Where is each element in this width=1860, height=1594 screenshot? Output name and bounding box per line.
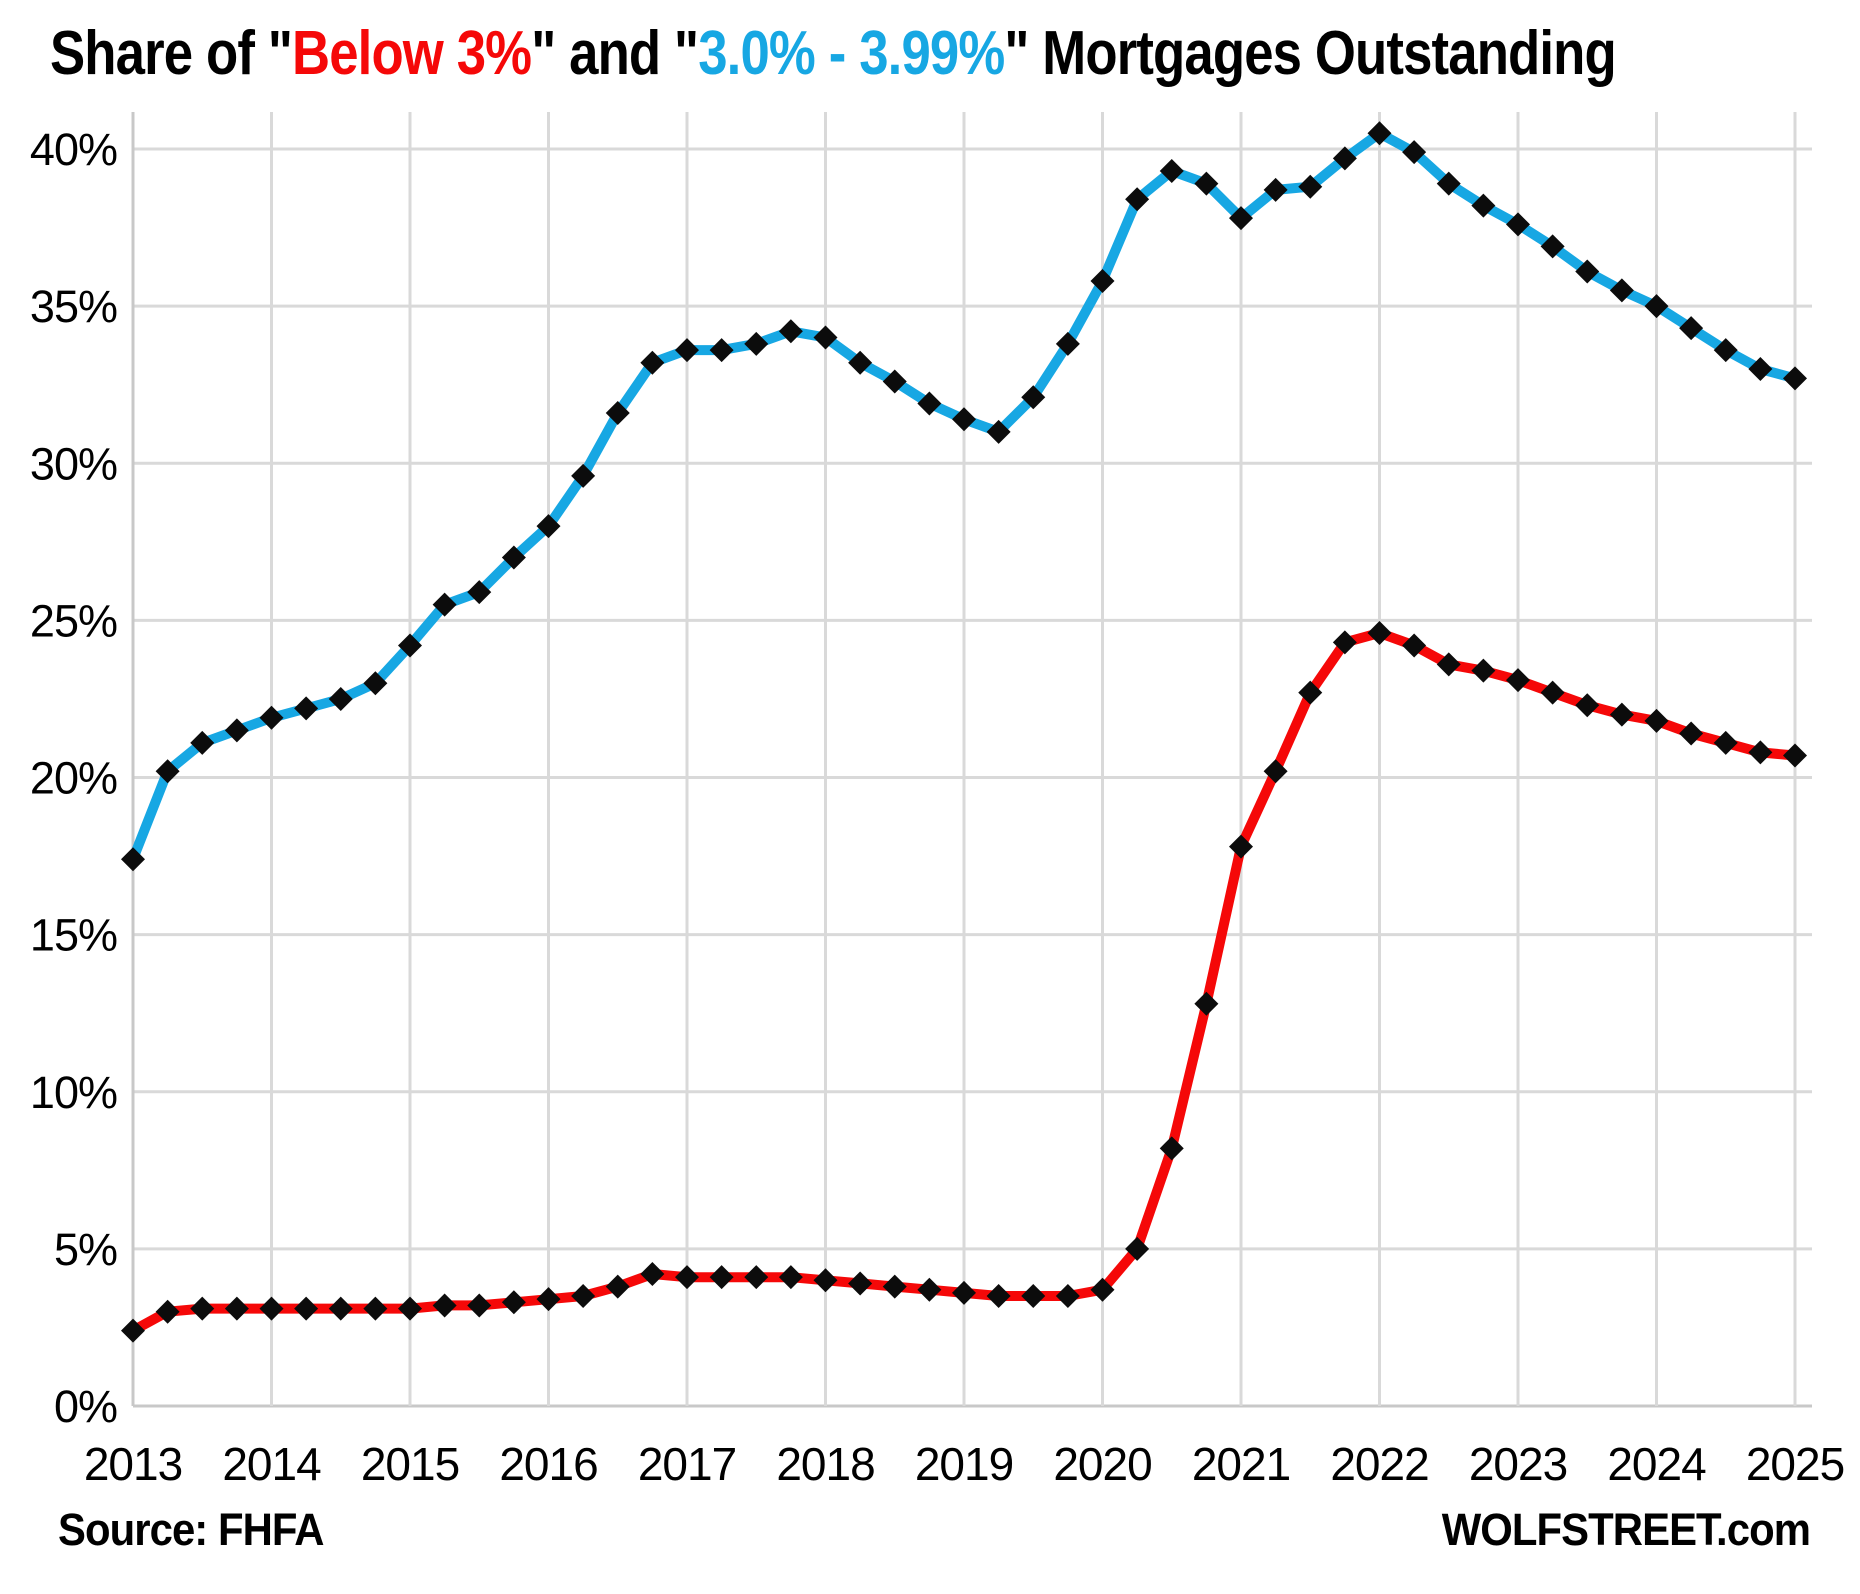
y-tick-label-0%: 0%	[54, 1381, 117, 1432]
title-part-4: " Mortgages Outstanding	[1004, 19, 1616, 88]
x-tick-label-2013: 2013	[84, 1438, 182, 1490]
title-part-2: " and "	[531, 19, 699, 88]
title-part-0: Share of "	[50, 19, 293, 88]
x-tick-label-2020: 2020	[1053, 1438, 1151, 1490]
x-tick-label-2016: 2016	[499, 1438, 597, 1490]
y-tick-label-25%: 25%	[30, 595, 117, 646]
y-tick-label-5%: 5%	[54, 1224, 117, 1275]
y-tick-label-30%: 30%	[30, 438, 117, 489]
title-part-1: Below 3%	[291, 19, 532, 88]
brand-watermark: WOLFSTREET.com	[1441, 1504, 1811, 1555]
source-note: Source: FHFA	[58, 1504, 324, 1555]
y-tick-label-40%: 40%	[30, 124, 117, 175]
x-tick-label-2015: 2015	[361, 1438, 459, 1490]
x-tick-label-2014: 2014	[222, 1438, 321, 1490]
x-tick-label-2022: 2022	[1330, 1438, 1428, 1490]
x-tick-label-2021: 2021	[1192, 1438, 1290, 1490]
y-tick-label-10%: 10%	[30, 1067, 117, 1118]
x-tick-label-2017: 2017	[638, 1438, 736, 1490]
x-tick-label-2018: 2018	[776, 1438, 874, 1490]
chart-title: Share of "Below 3%" and "3.0% - 3.99%" M…	[50, 18, 1617, 89]
x-tick-label-2024: 2024	[1607, 1438, 1706, 1490]
y-tick-label-15%: 15%	[30, 910, 117, 961]
x-tick-label-2023: 2023	[1469, 1438, 1567, 1490]
y-tick-label-35%: 35%	[30, 281, 117, 332]
x-tick-label-2019: 2019	[915, 1438, 1013, 1490]
title-part-3: 3.0% - 3.99%	[698, 19, 1005, 88]
y-tick-label-20%: 20%	[30, 753, 117, 804]
x-tick-label-2025: 2025	[1746, 1438, 1844, 1490]
